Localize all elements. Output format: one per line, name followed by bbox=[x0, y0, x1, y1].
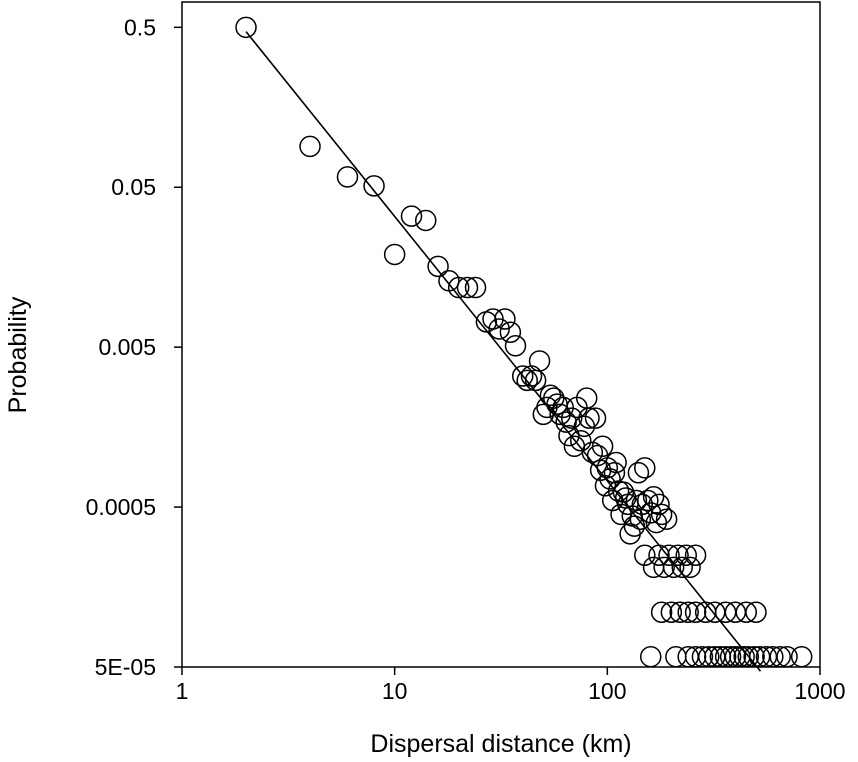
data-point bbox=[648, 493, 670, 516]
data-point bbox=[669, 601, 691, 623]
data-point bbox=[400, 205, 423, 227]
data-point bbox=[637, 489, 659, 512]
data-point bbox=[623, 515, 646, 537]
data-point bbox=[648, 544, 670, 566]
data-point bbox=[762, 645, 784, 668]
data-point bbox=[653, 556, 675, 579]
data-point bbox=[662, 556, 685, 579]
data-point bbox=[684, 544, 707, 566]
data-point bbox=[655, 508, 678, 530]
plot-frame bbox=[181, 1, 821, 668]
x-tick-label: 1 bbox=[176, 678, 189, 704]
data-point bbox=[499, 321, 522, 343]
data-point bbox=[684, 645, 707, 668]
data-point bbox=[724, 645, 747, 668]
data-point bbox=[743, 645, 765, 668]
data-point bbox=[591, 435, 614, 458]
data-point bbox=[581, 441, 604, 464]
x-tick-label: 10 bbox=[382, 678, 408, 704]
x-axis-label: Dispersal distance (km) bbox=[370, 730, 631, 758]
data-point bbox=[516, 369, 538, 392]
x-tick-label: 1000 bbox=[794, 678, 845, 704]
data-point bbox=[769, 645, 791, 668]
data-point bbox=[336, 166, 359, 188]
data-point bbox=[704, 645, 726, 668]
data-point bbox=[584, 407, 607, 429]
data-point bbox=[704, 601, 726, 623]
data-point bbox=[511, 365, 534, 387]
data-point bbox=[488, 318, 510, 340]
data-point bbox=[714, 645, 737, 668]
y-tick-label: 5E-05 bbox=[95, 654, 156, 680]
y-tick-label: 0.05 bbox=[111, 174, 156, 200]
data-point bbox=[658, 544, 680, 566]
data-point bbox=[642, 486, 665, 508]
data-point bbox=[456, 276, 479, 299]
data-point bbox=[578, 407, 600, 429]
data-point bbox=[634, 544, 656, 566]
data-point bbox=[383, 243, 406, 266]
y-tick-label: 0.0005 bbox=[86, 494, 156, 520]
data-point bbox=[464, 276, 487, 299]
data-point bbox=[650, 503, 673, 526]
data-point bbox=[639, 645, 662, 668]
data-point bbox=[558, 424, 580, 447]
data-point bbox=[737, 645, 760, 668]
data-point bbox=[776, 645, 798, 668]
x-axis-ticks: 1 10 100 1000 bbox=[176, 667, 846, 704]
x-tick-label: 100 bbox=[588, 678, 626, 704]
data-point bbox=[675, 544, 697, 566]
data-point bbox=[494, 308, 516, 330]
data-point bbox=[677, 601, 699, 623]
data-point bbox=[631, 493, 654, 516]
data-point bbox=[299, 135, 321, 158]
data-point bbox=[560, 407, 583, 429]
data-point bbox=[719, 645, 742, 668]
y-tick-label: 0.5 bbox=[124, 14, 156, 40]
data-points bbox=[235, 16, 813, 668]
data-point bbox=[733, 645, 755, 668]
data-point bbox=[363, 175, 385, 197]
data-point bbox=[665, 645, 687, 668]
data-point bbox=[235, 16, 257, 39]
data-point bbox=[552, 396, 574, 419]
data-point bbox=[414, 209, 437, 232]
data-point bbox=[650, 601, 673, 623]
data-point bbox=[599, 468, 621, 490]
data-point bbox=[447, 276, 470, 299]
data-point bbox=[684, 601, 707, 623]
data-point bbox=[528, 350, 551, 372]
data-point bbox=[629, 508, 652, 530]
data-point bbox=[679, 556, 701, 579]
data-point bbox=[427, 255, 449, 278]
data-point bbox=[671, 556, 693, 579]
data-point bbox=[619, 523, 641, 545]
data-point bbox=[570, 429, 592, 452]
y-axis-label: Probability bbox=[4, 296, 32, 413]
data-point bbox=[520, 365, 543, 387]
y-tick-label: 0.005 bbox=[98, 334, 156, 360]
data-point bbox=[660, 601, 683, 623]
data-point bbox=[698, 645, 720, 668]
data-point bbox=[524, 369, 547, 392]
data-point bbox=[790, 645, 813, 668]
data-point bbox=[627, 461, 650, 484]
data-point bbox=[504, 335, 527, 357]
data-point bbox=[745, 601, 767, 623]
data-point bbox=[691, 645, 714, 668]
data-point bbox=[667, 544, 689, 566]
data-point bbox=[735, 601, 757, 623]
y-axis-ticks: 0.5 0.05 0.005 0.0005 5E-05 bbox=[86, 14, 182, 680]
data-point bbox=[605, 451, 627, 474]
data-point bbox=[634, 457, 656, 479]
